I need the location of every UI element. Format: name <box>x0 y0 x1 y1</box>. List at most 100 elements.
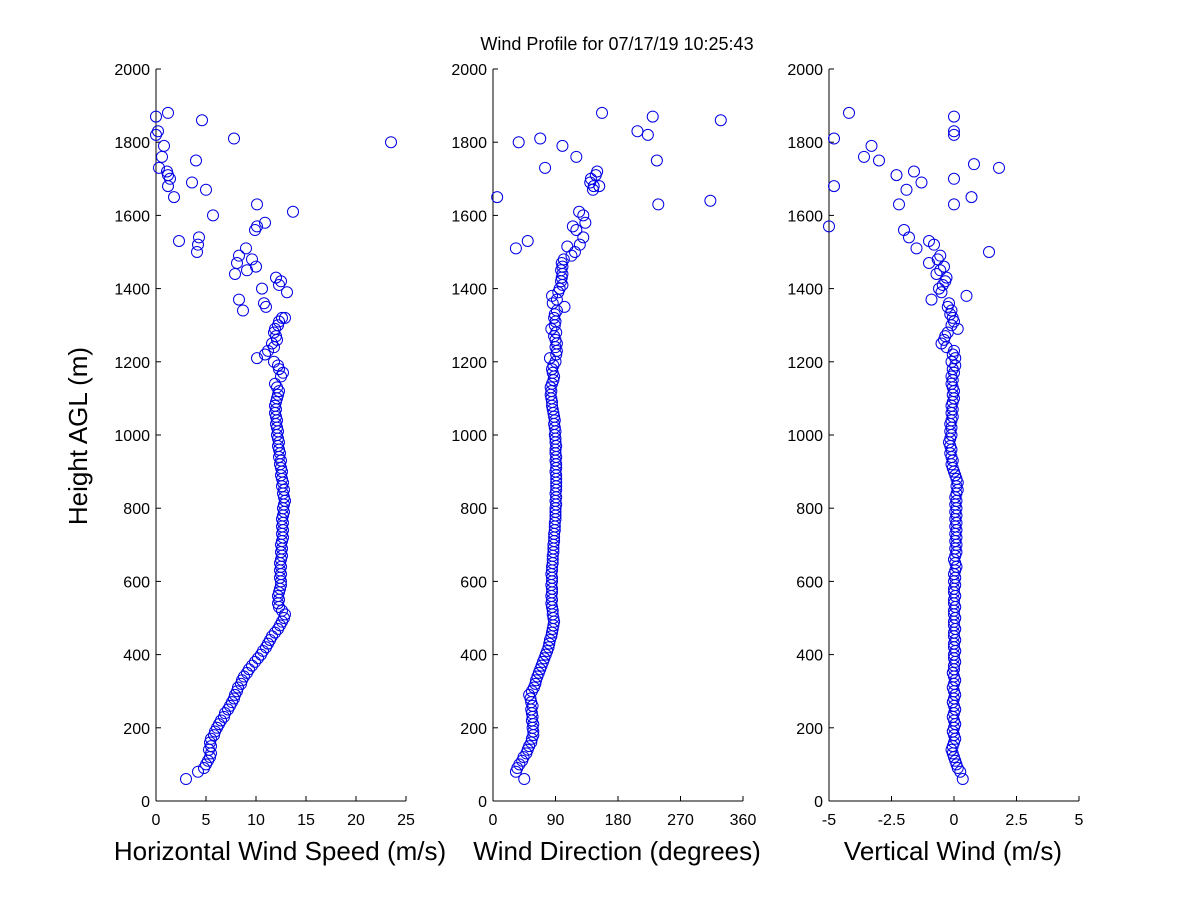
data-point <box>509 242 522 255</box>
data-point <box>934 249 947 262</box>
y-tick-label: 1000 <box>114 428 150 445</box>
data-point <box>279 608 291 621</box>
data-point <box>385 136 397 149</box>
data-point <box>545 322 558 335</box>
data-point <box>893 198 905 211</box>
data-point <box>180 773 192 786</box>
data-point <box>960 289 973 302</box>
y-tick-label: 2000 <box>787 62 823 79</box>
data-point <box>543 637 556 650</box>
data-point <box>196 114 208 127</box>
x-tick-label: 2.5 <box>1005 812 1027 829</box>
data-point <box>191 246 203 258</box>
panel-wind-direction: 0 200 400 600 800 1000 1200 1400 1600 1800 2000 0 90… <box>451 62 760 866</box>
data-point <box>246 659 258 672</box>
data-point <box>266 630 278 643</box>
data-point <box>933 282 945 295</box>
data-point <box>968 158 980 171</box>
y-tick-label: 1000 <box>451 428 487 445</box>
data-point <box>948 198 960 211</box>
data-point <box>192 238 204 251</box>
data-point <box>577 231 590 244</box>
data-point <box>558 300 571 313</box>
data-point <box>276 604 288 617</box>
y-tick-label: 600 <box>796 574 823 591</box>
data-point <box>652 198 665 211</box>
data-point <box>548 311 561 324</box>
data-point <box>566 220 579 233</box>
data-point <box>556 260 569 273</box>
data-point <box>949 359 962 372</box>
data-point <box>945 370 958 383</box>
x-axis-label: Wind Direction (degrees) <box>473 836 761 866</box>
y-tick-label: 1000 <box>787 428 823 445</box>
x-tick-label: 5 <box>202 812 211 829</box>
data-point <box>714 114 727 127</box>
data-point <box>232 681 244 694</box>
y-tick-label: 1600 <box>114 208 150 225</box>
data-point <box>570 224 583 237</box>
data-point <box>956 773 969 786</box>
y-tick-label: 1400 <box>787 282 823 299</box>
data-point <box>233 293 245 306</box>
data-point <box>943 297 955 310</box>
data-point <box>168 191 180 204</box>
x-tick-label: -2.5 <box>878 812 906 829</box>
x-tick-label: 20 <box>347 812 365 829</box>
data-point <box>207 209 219 222</box>
y-tick-label: 400 <box>796 648 823 665</box>
data-point <box>948 344 960 357</box>
data-point <box>158 139 170 152</box>
data-point <box>938 260 950 273</box>
data-point <box>249 655 261 668</box>
data-point <box>577 209 590 222</box>
y-tick-label: 0 <box>478 794 487 811</box>
data-point <box>546 289 559 302</box>
data-point <box>152 125 164 138</box>
data-point <box>259 348 271 361</box>
data-point <box>228 132 240 145</box>
data-point <box>262 344 274 357</box>
data-point <box>946 363 959 376</box>
data-point <box>704 194 717 207</box>
data-point <box>945 355 958 368</box>
data-point <box>923 235 935 248</box>
data-point <box>641 128 654 141</box>
data-point <box>258 297 270 310</box>
data-point <box>951 322 964 335</box>
data-point <box>925 293 938 306</box>
data-point <box>573 238 586 251</box>
data-point <box>529 677 542 690</box>
data-point <box>949 352 962 365</box>
chart-title: Wind Profile for 07/17/19 10:25:43 <box>480 34 753 54</box>
data-point <box>556 139 569 152</box>
data-point <box>518 773 531 786</box>
data-point <box>650 154 663 167</box>
data-point <box>513 758 526 771</box>
data-point <box>828 132 840 145</box>
data-point <box>908 165 920 178</box>
data-point <box>915 176 928 189</box>
data-point <box>596 106 609 119</box>
y-tick-label: 600 <box>123 574 150 591</box>
data-point <box>205 732 217 745</box>
data-point <box>542 641 555 654</box>
y-axis-label: Height AGL (m) <box>63 347 93 525</box>
data-point <box>512 136 525 149</box>
x-tick-label: 360 <box>730 812 757 829</box>
data-point <box>186 176 198 189</box>
data-point <box>270 271 282 284</box>
data-point <box>954 765 967 778</box>
data-point <box>259 216 271 229</box>
data-point <box>161 165 173 178</box>
data-point <box>491 191 504 204</box>
data-point <box>250 260 262 273</box>
data-point <box>843 106 855 119</box>
y-tick-label: 1200 <box>451 355 487 372</box>
data-point <box>534 132 547 145</box>
data-point <box>281 286 293 299</box>
data-point <box>591 165 604 178</box>
data-point <box>890 169 903 182</box>
